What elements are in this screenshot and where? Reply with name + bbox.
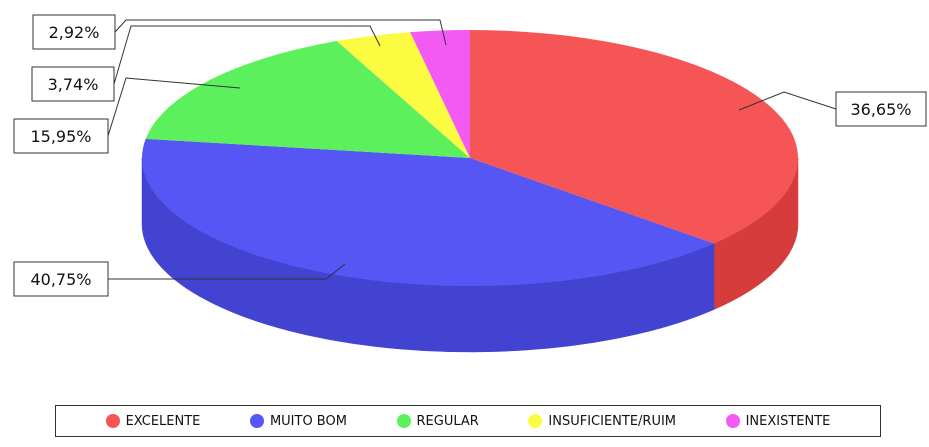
legend-item-regular: REGULAR bbox=[396, 413, 479, 429]
value-labels: 36,65% 40,75% 15,95% 3,74% 2,92% bbox=[13, 14, 927, 297]
value-label-box-excelente bbox=[835, 91, 927, 127]
slice-regular bbox=[145, 41, 470, 158]
legend-item-excelente: EXCELENTE bbox=[105, 413, 201, 429]
pie-slices bbox=[141, 30, 798, 286]
legend-swatch-inexistente bbox=[725, 414, 740, 428]
legend-label-regular: REGULAR bbox=[416, 413, 479, 429]
leader-line-muito-bom bbox=[108, 263, 346, 280]
slice-insuficiente-ruim bbox=[336, 32, 470, 159]
legend-item-insuficiente-ruim: INSUFICIENTE/RUIM bbox=[528, 414, 676, 429]
leader-lines bbox=[107, 19, 837, 280]
leader-line-inexistente bbox=[114, 19, 447, 46]
legend-item-muito-bom: MUITO BOM bbox=[249, 413, 347, 429]
value-label-regular: 15,95% bbox=[30, 127, 91, 146]
value-label-box-inexistente bbox=[32, 14, 116, 50]
value-label-box-insuficiente-ruim bbox=[31, 66, 115, 102]
value-label-excelente: 36,65% bbox=[850, 100, 911, 119]
value-label-muito-bom: 40,75% bbox=[30, 270, 91, 289]
legend-item-inexistente: INEXISTENTE bbox=[725, 413, 831, 429]
leader-line-excelente bbox=[738, 91, 837, 111]
leader-line-insuficiente-ruim bbox=[113, 25, 381, 85]
legend-swatch-excelente bbox=[105, 414, 120, 428]
slice-excelente bbox=[470, 30, 798, 244]
legend-label-inexistente: INEXISTENTE bbox=[745, 413, 831, 429]
value-label-inexistente: 2,92% bbox=[49, 23, 100, 42]
slice-inexistente bbox=[410, 30, 470, 158]
legend-swatch-regular bbox=[396, 414, 411, 428]
value-label-insuficiente-ruim: 3,74% bbox=[48, 75, 99, 94]
legend-swatch-muito-bom bbox=[249, 414, 264, 428]
value-label-box-muito-bom bbox=[13, 261, 109, 297]
legend-label-muito-bom: MUITO BOM bbox=[269, 413, 347, 429]
legend-label-insuficiente-ruim: INSUFICIENTE/RUIM bbox=[548, 413, 677, 429]
leader-line-regular bbox=[107, 77, 241, 137]
legend: EXCELENTE MUITO BOM REGULAR INSUFICIENTE/RU… bbox=[55, 405, 881, 437]
legend-label-excelente: EXCELENTE bbox=[125, 413, 201, 429]
slice-muito-bom bbox=[141, 138, 715, 286]
legend-swatch-insuficiente-ruim bbox=[528, 414, 543, 428]
value-label-box-regular bbox=[13, 118, 109, 154]
